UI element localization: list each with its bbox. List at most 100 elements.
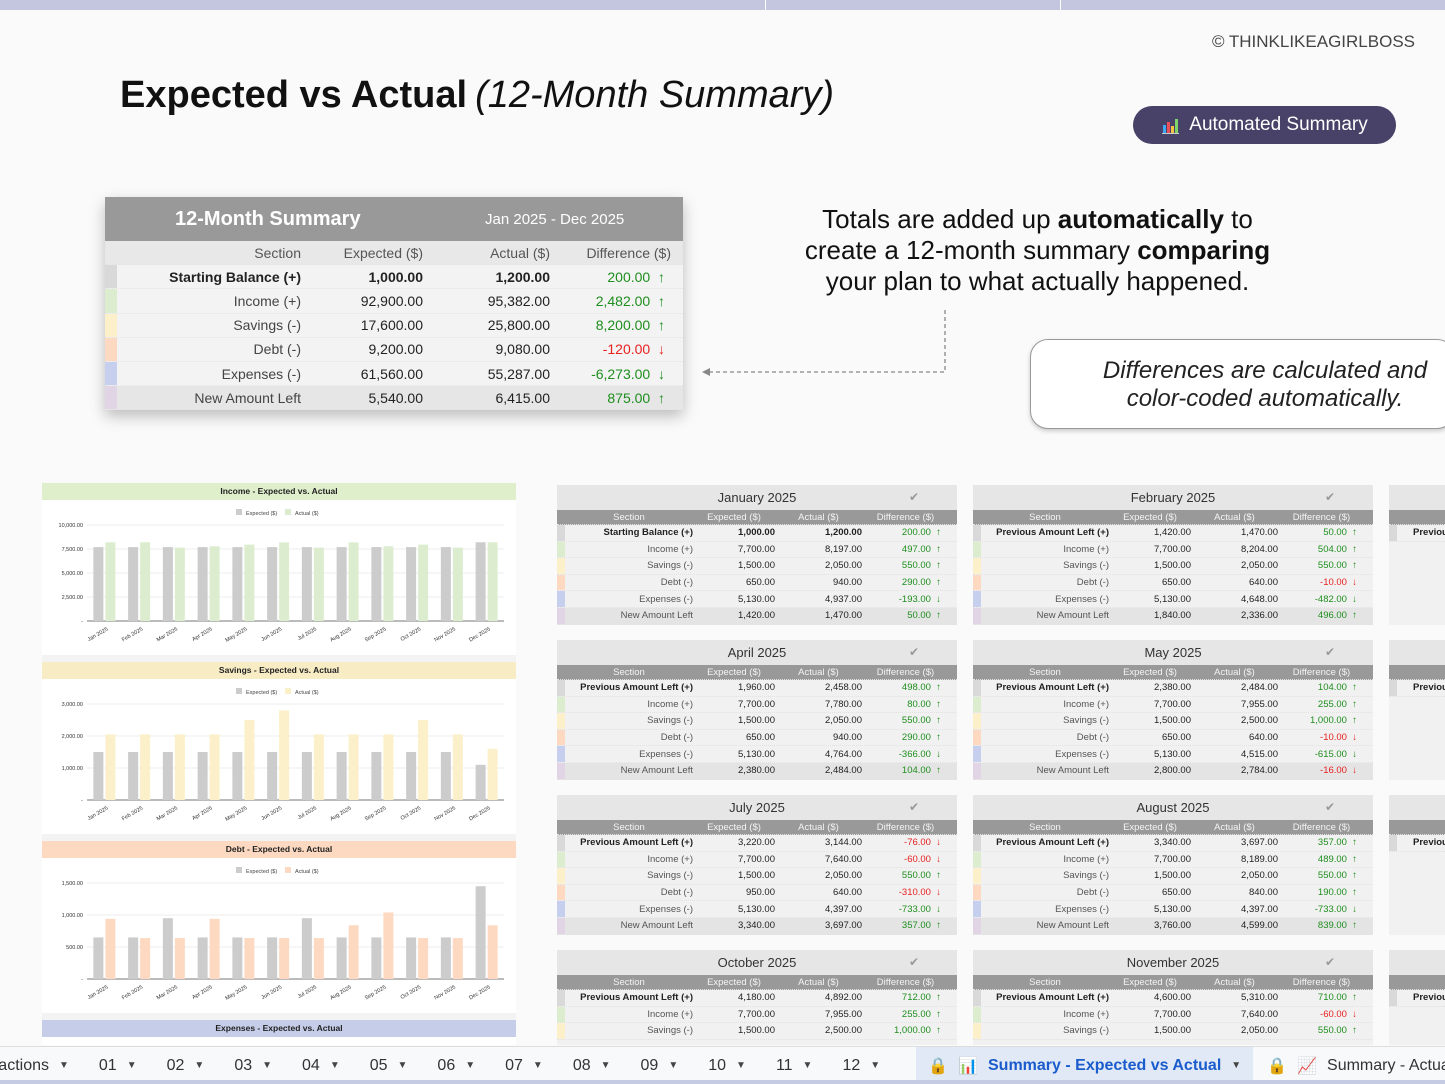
row-label: New Amount Left — [620, 920, 693, 932]
tab-label: 03 — [234, 1056, 253, 1074]
actual-value: 4,648.00 — [1241, 593, 1278, 605]
sheet-tab-12[interactable]: 12 ▼ — [842, 1047, 880, 1084]
x-tick-label: Jan 2025 — [87, 627, 110, 644]
row-label: Savings (-) — [647, 870, 693, 882]
difference-value: 875.00 ↑ — [607, 389, 665, 406]
sheet-tab-06[interactable]: 06 ▼ — [437, 1047, 475, 1084]
legend-label: Actual ($) — [295, 869, 319, 875]
y-tick-label: 5,000.00 — [62, 571, 83, 577]
bar-expected — [406, 547, 417, 621]
expected-value: 5,130.00 — [1154, 593, 1191, 605]
y-tick-label: 500.00 — [66, 945, 83, 951]
chevron-down-icon[interactable]: ▼ — [59, 1060, 69, 1071]
chevron-down-icon[interactable]: ▼ — [194, 1060, 205, 1071]
chevron-down-icon[interactable]: ▼ — [465, 1060, 476, 1071]
chevron-down-icon[interactable]: ▼ — [126, 1060, 137, 1071]
sheet-tab-08[interactable]: 08 ▼ — [573, 1047, 611, 1084]
x-tick-label: Jul 2025 — [297, 627, 318, 643]
sheet-tab-09[interactable]: 09 ▼ — [641, 1047, 679, 1084]
chevron-down-icon[interactable]: ▼ — [870, 1060, 881, 1071]
chevron-down-icon[interactable]: ▼ — [397, 1060, 408, 1071]
chart-svg: Expected ($) Actual ($) - 1,000.00 2,000.00 3… — [62, 688, 504, 823]
row-label: Income (+) — [1063, 853, 1109, 865]
row-color-strip — [973, 901, 981, 917]
x-tick-label: Feb 2025 — [121, 806, 144, 823]
month-row: Savings (-) 1,500.00 2,050.00 550.00 ↑ — [557, 558, 957, 575]
difference-value: 80.00 ↑ — [907, 698, 941, 710]
sheet-tab-transactions[interactable]: Transactions ▼ — [0, 1047, 69, 1084]
callout-box: Differences are calculated and color-cod… — [1030, 339, 1445, 429]
expected-value: 1,500.00 — [1154, 870, 1191, 882]
row-color-strip — [557, 680, 565, 696]
chevron-down-icon[interactable]: ▼ — [668, 1060, 679, 1071]
bar-actual — [209, 918, 220, 979]
sheet-tab-03[interactable]: 03 ▼ — [234, 1047, 272, 1084]
actual-value: 7,955.00 — [1241, 698, 1278, 710]
month-row: Previous Amount Left (+) 4,600.00 5,310.00… — [973, 990, 1373, 1007]
difference-value: 200.00 ↑ — [607, 268, 665, 285]
sheet-tab-02[interactable]: 02 ▼ — [167, 1047, 205, 1084]
chevron-down-icon[interactable]: ▼ — [736, 1060, 746, 1071]
actual-value: 4,397.00 — [825, 903, 862, 915]
column-header: Difference ($) — [1292, 511, 1351, 523]
expected-value: 7,700.00 — [738, 543, 775, 555]
bar-expected — [197, 937, 208, 979]
legend-label: Actual ($) — [295, 511, 319, 517]
difference-value: 504.00 ↑ — [1317, 543, 1357, 555]
difference-value: 550.00 ↑ — [1317, 560, 1357, 572]
bar-actual — [279, 542, 290, 621]
row-color-strip — [973, 868, 981, 884]
column-header: Expected ($) — [1123, 511, 1177, 523]
bar-expected — [475, 764, 486, 800]
charts-panel: Income - Expected vs. Actual Expected ($)… — [42, 483, 516, 1045]
expected-value: 1,500.00 — [1154, 560, 1191, 572]
month-table: April 2025 ✔ Section Expected ($) Actual ($)… — [557, 640, 957, 780]
month-row: Expenses (-) 5,130.00 4,764.00 -366.00 ↓ — [557, 746, 957, 763]
row-color-strip — [557, 1006, 565, 1023]
chevron-down-icon[interactable]: ▼ — [532, 1060, 543, 1071]
x-tick-label: Mar 2025 — [156, 806, 179, 823]
column-header: Difference ($) — [876, 511, 935, 523]
actual-value: 2,458.00 — [825, 682, 862, 694]
sheet-tab-summary-actual-amounts[interactable]: 🔒 📈 Summary - Actual Amounts — [1267, 1047, 1445, 1084]
sheet-tab-01[interactable]: 01 ▼ — [99, 1047, 137, 1084]
x-tick-label: Feb 2025 — [121, 627, 144, 644]
row-label: New Amount Left — [1036, 765, 1109, 777]
actual-value: 2,336.00 — [1241, 610, 1278, 622]
sheet-tab-05[interactable]: 05 ▼ — [370, 1047, 408, 1084]
chevron-down-icon[interactable]: ▼ — [1231, 1060, 1242, 1071]
lock-icon: 🔒 — [1267, 1057, 1288, 1075]
sheet-tab-07[interactable]: 07 ▼ — [505, 1047, 543, 1084]
month-header-row: Section Expected ($) Actual ($) Difference … — [973, 820, 1373, 835]
actual-value: 2,500.00 — [1241, 715, 1278, 727]
sheet-tab-summary-expected-vs-actual[interactable]: 🔒 📊 Summary - Expected vs Actual ▼ — [916, 1047, 1254, 1084]
month-row: Savings (-) 1,500.00 2,500.00 1,000.00 ↑ — [973, 713, 1373, 730]
chevron-down-icon[interactable]: ▼ — [262, 1060, 273, 1071]
lock-icon: 🔒 — [928, 1057, 949, 1075]
checkmark-icon: ✔ — [908, 645, 919, 659]
expected-value: 7,700.00 — [1154, 698, 1191, 710]
y-tick-label: 7,500.00 — [62, 547, 83, 553]
chart-title: Income - Expected vs. Actual — [42, 483, 516, 500]
row-color-strip — [973, 696, 981, 713]
sheet-tab-04[interactable]: 04 ▼ — [302, 1047, 340, 1084]
bar-expected — [406, 752, 417, 800]
sheet-tab-11[interactable]: 11 ▼ — [776, 1047, 813, 1084]
column-header: Difference ($) — [876, 666, 935, 678]
row-label: Previous Amount Left (+) — [996, 992, 1109, 1004]
chevron-down-icon[interactable]: ▼ — [600, 1060, 611, 1071]
col-expected: Expected ($) — [343, 244, 423, 261]
row-color-strip — [557, 525, 565, 541]
chevron-down-icon[interactable]: ▼ — [329, 1060, 340, 1071]
expected-value: 1,500.00 — [738, 1025, 775, 1037]
chevron-down-icon[interactable]: ▼ — [802, 1060, 813, 1071]
bar-expected — [197, 547, 208, 621]
column-header: Actual ($) — [1214, 976, 1255, 988]
row-label: Debt (-) — [660, 887, 693, 899]
sheet-tab-10[interactable]: 10 ▼ — [708, 1047, 746, 1084]
month-row: Starting Balance (+) 1,000.00 1,200.00 200.… — [557, 525, 957, 542]
difference-value: 550.00 ↑ — [901, 560, 941, 572]
checkmark-icon: ✔ — [1324, 800, 1335, 814]
row-label: Expenses (-) — [639, 903, 693, 915]
